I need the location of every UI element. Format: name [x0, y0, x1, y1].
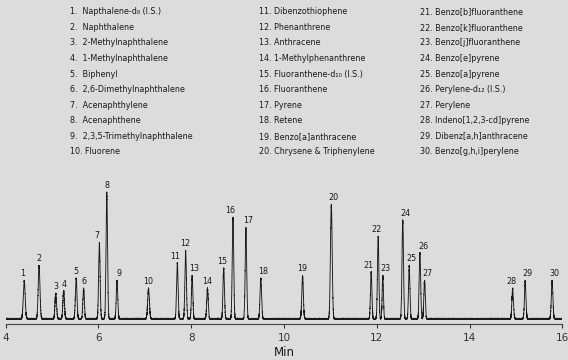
Text: 9.  2,3,5-Trimethylnaphthalene: 9. 2,3,5-Trimethylnaphthalene [70, 132, 193, 141]
Text: 20: 20 [328, 193, 339, 202]
Text: 11. Dibenzothiophene: 11. Dibenzothiophene [259, 7, 347, 16]
Text: 20. Chrysene & Triphenylene: 20. Chrysene & Triphenylene [259, 147, 374, 156]
Text: 4: 4 [61, 279, 66, 288]
Text: 30: 30 [549, 269, 559, 278]
Text: 15. Fluoranthene-d₁₀ (I.S.): 15. Fluoranthene-d₁₀ (I.S.) [259, 69, 363, 78]
Text: 17. Pyrene: 17. Pyrene [259, 101, 302, 110]
Text: 5.  Biphenyl: 5. Biphenyl [70, 69, 117, 78]
Text: 26: 26 [418, 242, 428, 251]
Text: 19: 19 [298, 264, 308, 273]
Text: 29. Dibenz[a,h]anthracene: 29. Dibenz[a,h]anthracene [420, 132, 528, 141]
Text: 10. Fluorene: 10. Fluorene [70, 147, 120, 156]
Text: 2.  Naphthalene: 2. Naphthalene [70, 23, 133, 32]
Text: 5: 5 [74, 267, 79, 276]
Text: 16: 16 [225, 206, 236, 215]
Text: 27: 27 [423, 269, 433, 278]
Text: 9: 9 [117, 269, 122, 278]
Text: 8: 8 [105, 181, 109, 190]
Text: 8.  Acenaphthene: 8. Acenaphthene [70, 116, 140, 125]
Text: 22: 22 [371, 225, 382, 234]
Text: 13: 13 [190, 264, 199, 273]
Text: 3.  2-Methylnaphthalene: 3. 2-Methylnaphthalene [70, 39, 168, 48]
Text: 21. Benzo[b]fluoranthene: 21. Benzo[b]fluoranthene [420, 7, 523, 16]
Text: 1: 1 [20, 269, 26, 278]
Text: 23. Benzo[j]fluoranthene: 23. Benzo[j]fluoranthene [420, 39, 520, 48]
Text: 6.  2,6-Dimethylnaphthalene: 6. 2,6-Dimethylnaphthalene [70, 85, 185, 94]
Text: 7.  Acenaphthylene: 7. Acenaphthylene [70, 101, 148, 110]
Text: 15: 15 [217, 257, 227, 266]
Text: 18: 18 [258, 267, 268, 276]
Text: 17: 17 [243, 216, 253, 225]
Text: 25: 25 [407, 254, 417, 263]
Text: 6: 6 [81, 277, 86, 286]
Text: 28: 28 [506, 277, 516, 286]
Text: 11: 11 [170, 252, 181, 261]
Text: 1.  Napthalene-d₈ (I.S.): 1. Napthalene-d₈ (I.S.) [70, 7, 161, 16]
Text: 7: 7 [94, 231, 99, 240]
Text: 27. Perylene: 27. Perylene [420, 101, 470, 110]
Text: 29: 29 [522, 269, 532, 278]
Text: 10: 10 [144, 277, 153, 286]
Text: 18. Retene: 18. Retene [259, 116, 302, 125]
Text: 3: 3 [53, 282, 59, 291]
Text: 23: 23 [380, 264, 390, 273]
Text: 14. 1-Methylphenanthrene: 14. 1-Methylphenanthrene [259, 54, 365, 63]
Text: 12. Phenanthrene: 12. Phenanthrene [259, 23, 330, 32]
Text: 22. Benzo[k]fluoranthene: 22. Benzo[k]fluoranthene [420, 23, 523, 32]
Text: 14: 14 [202, 277, 212, 286]
Text: 28. Indeno[1,2,3-cd]pyrene: 28. Indeno[1,2,3-cd]pyrene [420, 116, 530, 125]
Text: 24. Benzo[e]pyrene: 24. Benzo[e]pyrene [420, 54, 500, 63]
Text: 24: 24 [400, 208, 410, 217]
Text: 12: 12 [181, 239, 191, 248]
Text: 16. Fluoranthene: 16. Fluoranthene [259, 85, 327, 94]
Text: 2: 2 [36, 254, 41, 263]
Text: 25. Benzo[a]pyrene: 25. Benzo[a]pyrene [420, 69, 500, 78]
Text: 4.  1-Methylnaphthalene: 4. 1-Methylnaphthalene [70, 54, 168, 63]
Text: 19. Benzo[a]anthracene: 19. Benzo[a]anthracene [259, 132, 356, 141]
X-axis label: Min: Min [274, 346, 294, 359]
Text: 13. Anthracene: 13. Anthracene [259, 39, 320, 48]
Text: 21: 21 [364, 261, 374, 270]
Text: 30. Benzo[g,h,i]perylene: 30. Benzo[g,h,i]perylene [420, 147, 519, 156]
Text: 26. Perylene-d₁₂ (I.S.): 26. Perylene-d₁₂ (I.S.) [420, 85, 506, 94]
